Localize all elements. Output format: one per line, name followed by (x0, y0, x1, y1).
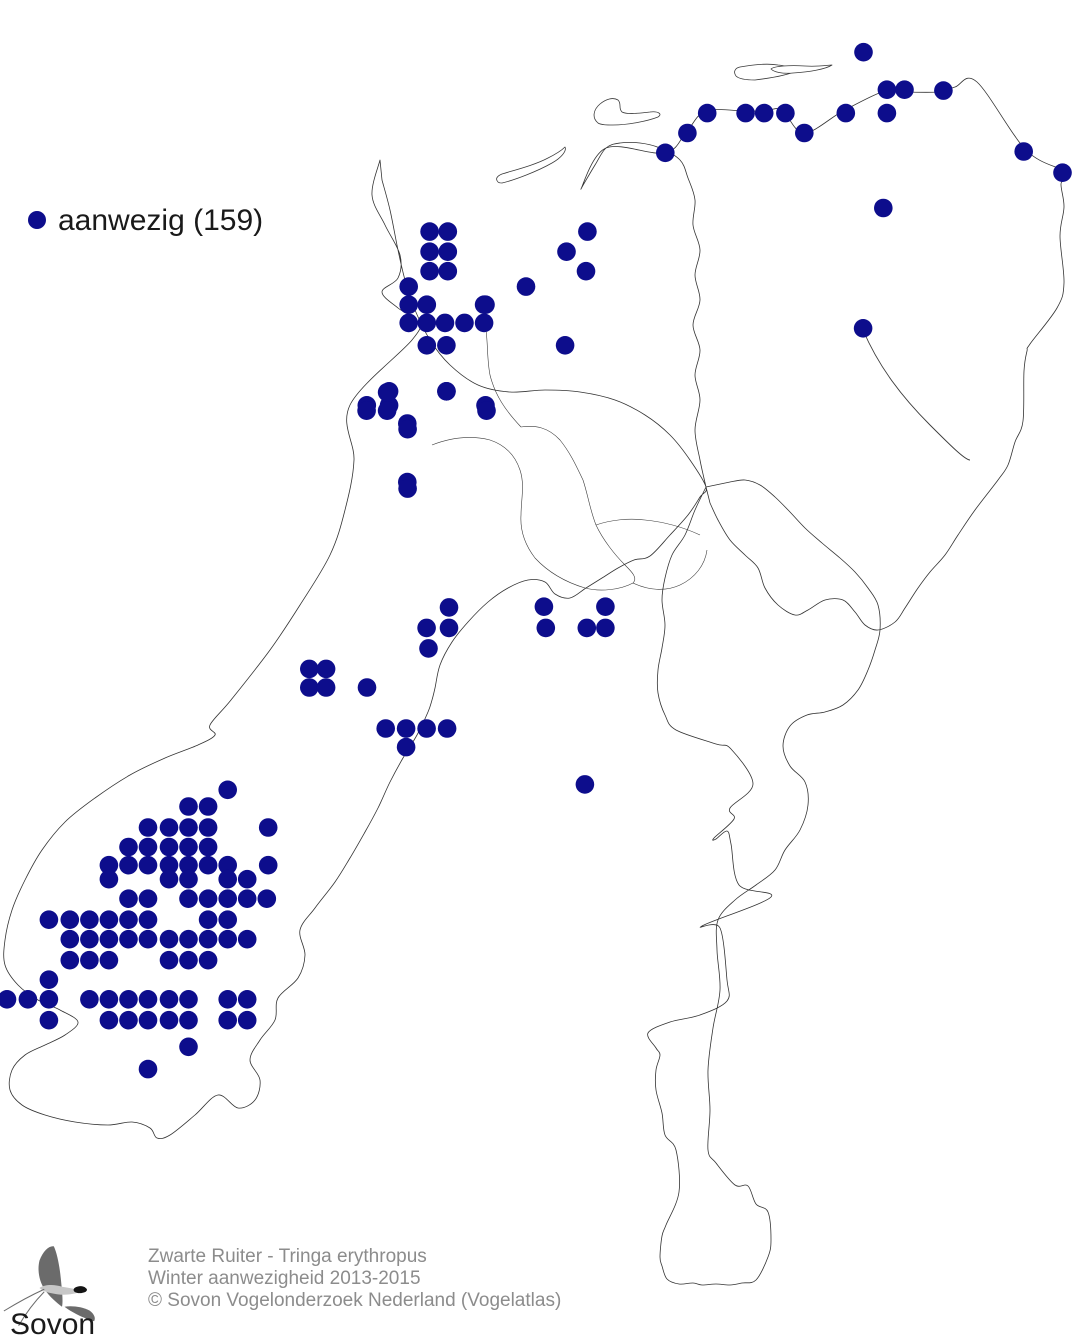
svg-text:Winter aanwezigheid 2013-2015: Winter aanwezigheid 2013-2015 (148, 1268, 421, 1289)
svg-text:aanwezig (159): aanwezig (159) (58, 204, 263, 237)
svg-text:Zwarte Ruiter - Tringa erythro: Zwarte Ruiter - Tringa erythropus (148, 1246, 427, 1267)
svg-text:© Sovon Vogelonderzoek Nederla: © Sovon Vogelonderzoek Nederland (Vogela… (148, 1290, 561, 1311)
svg-text:Sovon: Sovon (10, 1308, 95, 1340)
